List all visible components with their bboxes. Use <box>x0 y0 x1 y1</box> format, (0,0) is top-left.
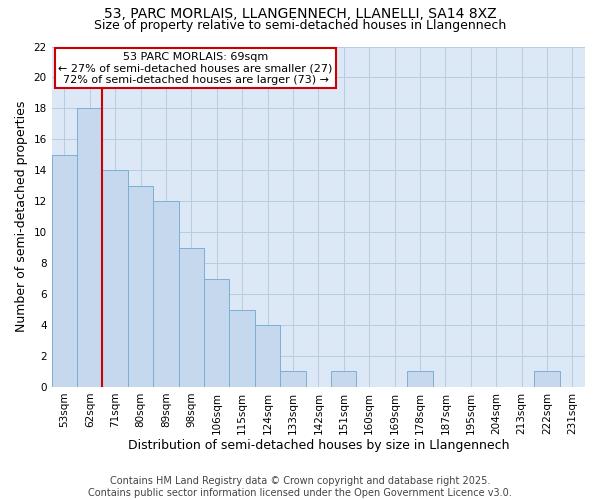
X-axis label: Distribution of semi-detached houses by size in Llangennech: Distribution of semi-detached houses by … <box>128 440 509 452</box>
Text: 53, PARC MORLAIS, LLANGENNECH, LLANELLI, SA14 8XZ: 53, PARC MORLAIS, LLANGENNECH, LLANELLI,… <box>104 8 496 22</box>
Bar <box>52 155 77 387</box>
Bar <box>229 310 255 387</box>
Bar <box>128 186 153 387</box>
Bar <box>280 372 305 387</box>
Y-axis label: Number of semi-detached properties: Number of semi-detached properties <box>15 101 28 332</box>
Bar <box>179 248 204 387</box>
Bar <box>153 202 179 387</box>
Bar <box>204 278 229 387</box>
Text: Size of property relative to semi-detached houses in Llangennech: Size of property relative to semi-detach… <box>94 19 506 32</box>
Bar <box>255 325 280 387</box>
Bar <box>103 170 128 387</box>
Bar <box>77 108 103 387</box>
Bar <box>407 372 433 387</box>
Bar <box>534 372 560 387</box>
Text: Contains HM Land Registry data © Crown copyright and database right 2025.
Contai: Contains HM Land Registry data © Crown c… <box>88 476 512 498</box>
Bar <box>331 372 356 387</box>
Text: 53 PARC MORLAIS: 69sqm
← 27% of semi-detached houses are smaller (27)
72% of sem: 53 PARC MORLAIS: 69sqm ← 27% of semi-det… <box>58 52 333 85</box>
